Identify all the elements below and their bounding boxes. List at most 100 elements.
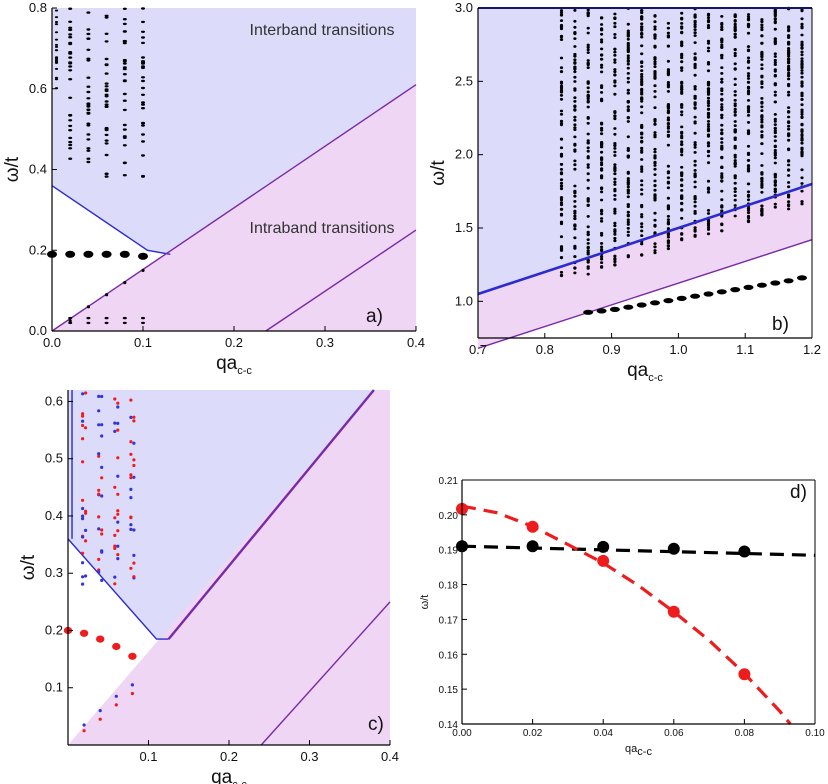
interband-point bbox=[800, 94, 804, 98]
interband-point bbox=[746, 18, 751, 22]
interband-point bbox=[116, 428, 120, 432]
interband-point bbox=[680, 178, 684, 181]
interband-point bbox=[666, 109, 671, 113]
interband-point bbox=[693, 14, 697, 18]
x-axis-label: qac-c bbox=[216, 353, 252, 377]
interband-point bbox=[680, 87, 684, 91]
interband-point bbox=[787, 207, 791, 211]
interband-point bbox=[626, 181, 630, 185]
x-tick-label: 1.1 bbox=[736, 342, 754, 357]
interband-point bbox=[86, 108, 91, 111]
interband-point bbox=[720, 166, 724, 170]
interband-point bbox=[706, 120, 711, 123]
interband-point bbox=[81, 460, 85, 464]
interband-point bbox=[97, 409, 101, 413]
interband-point bbox=[746, 90, 751, 94]
x-axis-label: qac-c bbox=[211, 767, 247, 784]
interband-point bbox=[613, 110, 617, 114]
interband-point bbox=[626, 223, 630, 226]
interband-point bbox=[122, 62, 127, 65]
interband-point bbox=[104, 100, 109, 103]
intraband-point bbox=[114, 703, 118, 707]
interband-point bbox=[733, 14, 737, 18]
interband-point bbox=[693, 103, 697, 106]
interband-point bbox=[720, 103, 724, 106]
interband-point bbox=[706, 142, 711, 146]
panel-c: 0.1 0.2 0.3 0.4 0.1 0.2 0.3 0.4 0.5 0.6 qac-c ω/t c) bbox=[18, 389, 399, 784]
interband-point bbox=[746, 114, 751, 117]
interband-point bbox=[800, 115, 804, 119]
interband-point bbox=[54, 38, 59, 41]
interband-point bbox=[586, 242, 590, 245]
interband-point bbox=[640, 229, 644, 233]
interband-point bbox=[573, 184, 577, 188]
interband-point bbox=[720, 141, 724, 144]
interband-point bbox=[586, 225, 590, 229]
interband-point bbox=[54, 45, 59, 48]
interband-point bbox=[706, 123, 711, 126]
interband-point bbox=[746, 72, 751, 75]
interband-point bbox=[800, 141, 804, 145]
interband-point bbox=[720, 15, 724, 18]
x-tick-label: 0.9 bbox=[603, 342, 621, 357]
x-axis-label-main: qa bbox=[216, 353, 238, 374]
interband-point bbox=[680, 44, 684, 48]
interband-point bbox=[773, 179, 777, 183]
interband-point bbox=[773, 11, 777, 15]
interband-point bbox=[733, 159, 737, 162]
interband-point bbox=[573, 163, 577, 167]
series-1-point bbox=[667, 605, 680, 618]
interband-point bbox=[116, 509, 120, 513]
interband-point bbox=[559, 208, 564, 211]
interband-point bbox=[141, 175, 145, 178]
interband-point bbox=[760, 105, 764, 109]
interband-point bbox=[773, 93, 777, 97]
interband-point bbox=[787, 73, 791, 77]
series-1-point bbox=[597, 554, 610, 567]
interband-point bbox=[800, 33, 804, 37]
interband-point bbox=[600, 245, 604, 249]
interband-point bbox=[586, 139, 590, 143]
interband-point bbox=[626, 234, 630, 237]
x-tick-label: 0.04 bbox=[593, 728, 613, 739]
interband-point bbox=[626, 255, 630, 259]
interband-point bbox=[653, 131, 657, 134]
interband-point bbox=[653, 154, 657, 158]
interband-point bbox=[787, 203, 791, 207]
interband-point bbox=[787, 36, 791, 39]
interband-point bbox=[613, 21, 617, 25]
interband-point bbox=[86, 76, 91, 79]
interband-point bbox=[733, 155, 737, 159]
interband-point bbox=[653, 188, 657, 192]
interband-point bbox=[122, 316, 127, 320]
interband-point bbox=[141, 103, 145, 106]
interband-point bbox=[720, 92, 724, 96]
interband-point bbox=[573, 255, 577, 258]
interband-point bbox=[586, 94, 590, 98]
y-tick-label: 0.14 bbox=[439, 720, 459, 731]
interband-point bbox=[626, 60, 630, 63]
interband-point bbox=[104, 316, 109, 320]
interband-point bbox=[600, 23, 604, 26]
interband-point bbox=[586, 90, 590, 94]
interband-point bbox=[680, 22, 684, 25]
interband-point bbox=[746, 45, 751, 48]
interband-point bbox=[600, 122, 604, 126]
interband-point bbox=[122, 92, 127, 96]
interband-point bbox=[773, 156, 777, 160]
interband-point bbox=[586, 156, 590, 160]
interband-point bbox=[81, 517, 85, 521]
interband-point bbox=[559, 84, 564, 88]
y-tick-label: 0.3 bbox=[45, 565, 63, 580]
x-axis-label-sub: c-c bbox=[637, 746, 652, 758]
interband-point bbox=[640, 44, 644, 48]
interband-point bbox=[640, 222, 644, 226]
interband-point bbox=[800, 98, 804, 101]
interband-point bbox=[613, 132, 617, 136]
interband-point bbox=[586, 59, 590, 62]
interband-point bbox=[586, 238, 590, 242]
interband-point bbox=[141, 93, 145, 97]
interband-point bbox=[800, 146, 804, 150]
interband-point bbox=[613, 150, 617, 154]
interband-point bbox=[773, 120, 777, 123]
